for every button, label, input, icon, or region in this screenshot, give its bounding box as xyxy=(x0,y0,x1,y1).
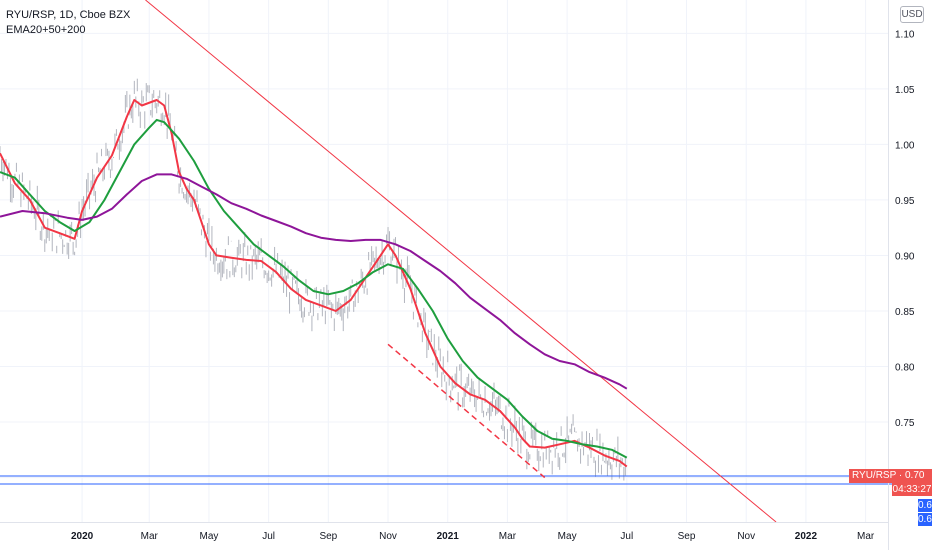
x-tick-label: Sep xyxy=(678,531,696,542)
x-tick-label: 2020 xyxy=(71,531,94,542)
ema20-line xyxy=(0,99,628,468)
y-tick-label: 1.10 xyxy=(895,29,915,40)
x-tick-label: 2021 xyxy=(437,531,460,542)
x-tick-label: Nov xyxy=(737,531,755,542)
x-tick-label: Jul xyxy=(620,531,633,542)
currency-button[interactable]: USD xyxy=(900,6,924,23)
y-tick-label: 0.75 xyxy=(895,418,915,429)
x-tick-label: May xyxy=(199,531,218,542)
dashed-trendline xyxy=(387,343,546,479)
support-level-badge: 0.69 xyxy=(918,513,932,526)
y-tick-label: 1.05 xyxy=(895,85,915,96)
y-tick-label: 0.80 xyxy=(895,363,915,374)
y-tick-label: 1.00 xyxy=(895,140,915,151)
symbol-title[interactable]: RYU/RSP, 1D, Cboe BZX xyxy=(6,9,131,21)
x-tick-label: 2022 xyxy=(795,531,818,542)
last-price-badge: RYU/RSP · 0.70 xyxy=(849,469,932,483)
x-tick-label: Jul xyxy=(262,531,275,542)
ema200-line xyxy=(0,173,628,390)
y-tick-label: 0.95 xyxy=(895,196,915,207)
x-tick-label: Nov xyxy=(379,531,397,542)
x-tick-label: Mar xyxy=(499,531,517,542)
indicator-label[interactable]: EMA20+50+200 xyxy=(6,24,86,36)
x-tick-label: Mar xyxy=(141,531,159,542)
support-level-badge: 0.69 xyxy=(918,499,932,512)
x-tick-label: Sep xyxy=(319,531,337,542)
y-tick-label: 0.85 xyxy=(895,307,915,318)
bar-countdown-badge: 04:33:27 xyxy=(892,483,932,496)
x-tick-label: Mar xyxy=(857,531,875,542)
chart-legend: RYU/RSP, 1D, Cboe BZX EMA20+50+200 xyxy=(6,8,130,38)
ema50-line xyxy=(0,118,628,459)
x-tick-label: May xyxy=(558,531,577,542)
trendline xyxy=(145,0,777,523)
y-tick-label: 0.90 xyxy=(895,251,915,262)
